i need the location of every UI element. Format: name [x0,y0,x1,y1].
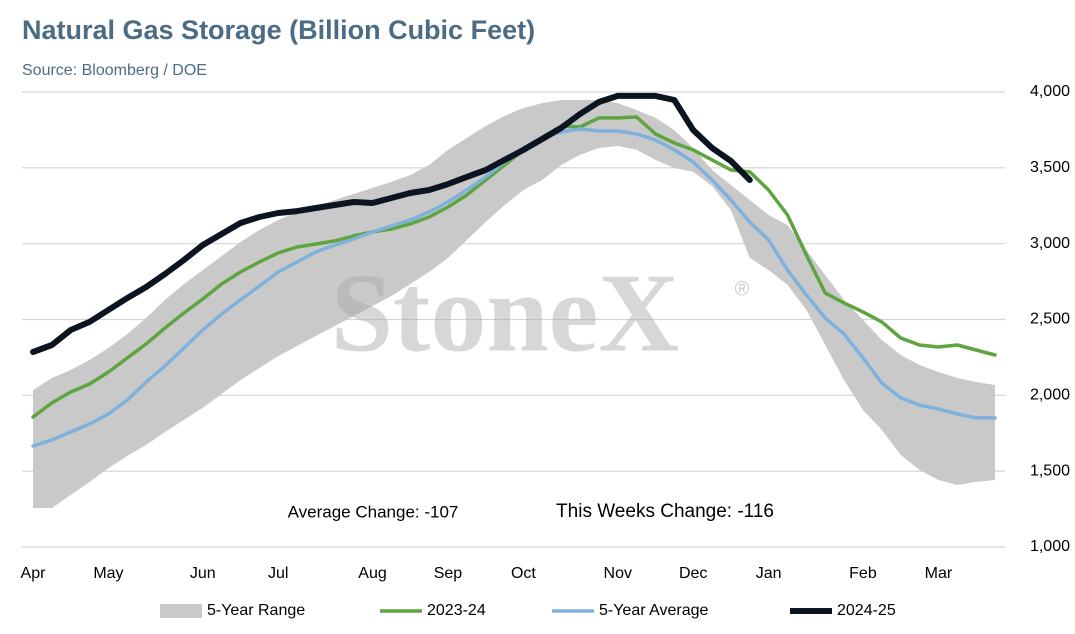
chart-title: Natural Gas Storage (Billion Cubic Feet) [22,15,535,45]
legend: 5-Year Range 2023-24 5-Year Average 2024-25 [160,602,896,619]
y-tick-label: 2,500 [1030,311,1070,328]
range-band [33,100,995,508]
legend-swatch [160,604,202,618]
legend-label: 2023-24 [427,602,486,619]
x-tick-label: Sep [434,565,463,582]
x-tick-label: Jun [190,565,216,582]
y-tick-label: 3,500 [1030,159,1070,176]
legend-label: 5-Year Range [207,602,305,619]
chart-subtitle: Source: Bloomberg / DOE [22,62,207,79]
x-tick-label: Nov [604,565,632,582]
x-tick-label: Apr [21,565,47,582]
x-tick-label: Jul [268,565,288,582]
x-tick-label: Oct [511,565,536,582]
legend-label: 2024-25 [837,602,896,619]
watermark: StoneX [331,252,679,376]
y-tick-label: 3,000 [1030,235,1070,252]
legend-label: 5-Year Average [599,602,709,619]
x-tick-label: Feb [849,565,877,582]
annotation: Average Change: -107 [288,502,459,521]
annotation: This Weeks Change: -116 [556,501,774,522]
series-line [30,92,753,355]
x-tick-label: Mar [925,565,953,582]
y-tick-label: 1,000 [1030,538,1070,555]
y-tick-label: 4,000 [1030,83,1070,100]
x-tick-label: May [93,565,123,582]
x-tick-label: Dec [679,565,707,582]
x-tick-label: Aug [358,565,386,582]
watermark-mark: ® [735,278,750,300]
plot-area: StoneX ® [30,92,997,508]
x-tick-label: Jan [756,565,782,582]
y-tick-label: 1,500 [1030,462,1070,479]
y-tick-label: 2,000 [1030,387,1070,404]
